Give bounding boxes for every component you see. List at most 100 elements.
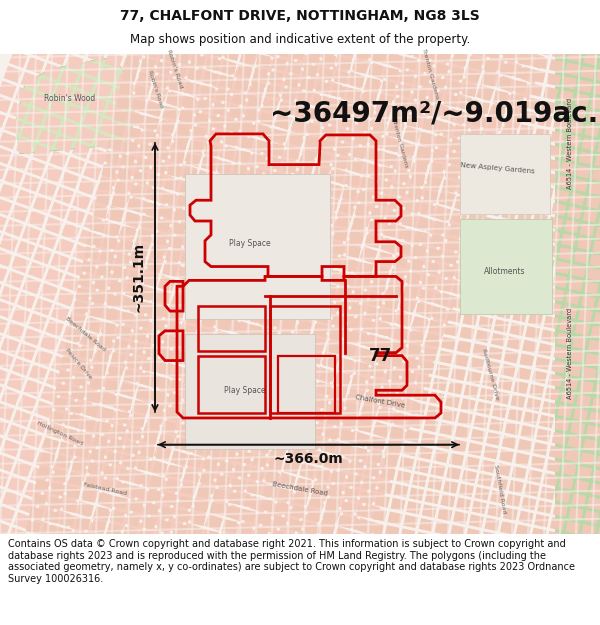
Polygon shape [592,240,600,254]
Polygon shape [340,43,355,57]
Polygon shape [437,189,456,207]
Polygon shape [232,321,247,334]
Polygon shape [265,348,283,366]
Polygon shape [478,473,493,487]
Polygon shape [344,331,359,344]
Polygon shape [388,511,403,525]
Polygon shape [38,129,56,147]
Polygon shape [496,463,511,476]
Polygon shape [208,359,223,372]
Polygon shape [530,456,545,469]
Polygon shape [113,292,131,310]
Polygon shape [89,376,104,390]
Polygon shape [515,295,530,309]
Polygon shape [256,532,274,549]
Polygon shape [214,278,232,296]
Polygon shape [430,391,445,405]
Polygon shape [247,188,265,206]
Bar [185,334,315,449]
Polygon shape [209,396,227,413]
Polygon shape [460,232,479,249]
Polygon shape [483,446,498,459]
Polygon shape [145,188,160,201]
Polygon shape [259,41,274,54]
Text: Chalfont Drive: Chalfont Drive [355,394,405,409]
Polygon shape [407,186,422,200]
Polygon shape [93,206,108,219]
Polygon shape [346,71,365,89]
Polygon shape [139,115,157,132]
Polygon shape [13,409,31,427]
Polygon shape [152,232,167,246]
Polygon shape [179,164,197,181]
Polygon shape [147,489,162,502]
Polygon shape [442,123,461,141]
Polygon shape [126,127,141,140]
Polygon shape [358,41,376,59]
Polygon shape [268,228,283,242]
Polygon shape [347,317,362,330]
Polygon shape [183,396,198,410]
Polygon shape [63,499,78,513]
Polygon shape [492,39,511,57]
Polygon shape [107,523,122,537]
Polygon shape [76,517,91,530]
Polygon shape [296,156,315,172]
Polygon shape [188,298,203,311]
Polygon shape [249,444,268,462]
Polygon shape [502,206,517,220]
Polygon shape [155,376,170,389]
Polygon shape [156,121,175,139]
Polygon shape [95,287,114,304]
Polygon shape [505,422,520,435]
Polygon shape [52,407,70,424]
Polygon shape [421,46,436,59]
Polygon shape [157,275,176,292]
Bar [555,54,600,534]
Polygon shape [532,371,547,384]
Polygon shape [436,207,451,220]
Polygon shape [253,297,268,310]
Polygon shape [420,204,435,217]
Polygon shape [575,322,590,336]
Polygon shape [296,53,314,70]
Polygon shape [149,403,164,417]
Polygon shape [422,338,440,354]
Polygon shape [341,138,360,155]
Polygon shape [288,132,303,146]
Polygon shape [135,284,154,301]
Polygon shape [346,474,361,488]
Polygon shape [352,447,367,460]
Polygon shape [93,434,108,448]
Polygon shape [308,126,326,142]
Polygon shape [200,52,218,69]
Polygon shape [191,512,206,526]
Polygon shape [199,529,218,546]
Polygon shape [254,369,269,382]
Polygon shape [452,53,467,66]
Polygon shape [375,150,394,168]
Polygon shape [443,174,461,192]
Polygon shape [411,368,430,384]
Polygon shape [162,263,177,277]
Polygon shape [386,439,401,453]
Polygon shape [530,227,545,240]
Polygon shape [273,358,288,372]
Polygon shape [140,217,158,235]
Polygon shape [218,232,233,246]
Polygon shape [248,396,263,409]
Polygon shape [259,312,277,329]
Polygon shape [352,217,367,231]
Polygon shape [50,482,65,496]
Polygon shape [82,489,97,502]
Polygon shape [428,477,443,491]
Polygon shape [185,200,203,217]
Polygon shape [264,297,283,314]
Polygon shape [31,42,50,59]
Polygon shape [296,104,314,121]
Polygon shape [96,421,111,434]
Polygon shape [23,379,42,397]
Polygon shape [328,98,343,111]
Polygon shape [525,326,540,339]
Polygon shape [559,476,574,489]
